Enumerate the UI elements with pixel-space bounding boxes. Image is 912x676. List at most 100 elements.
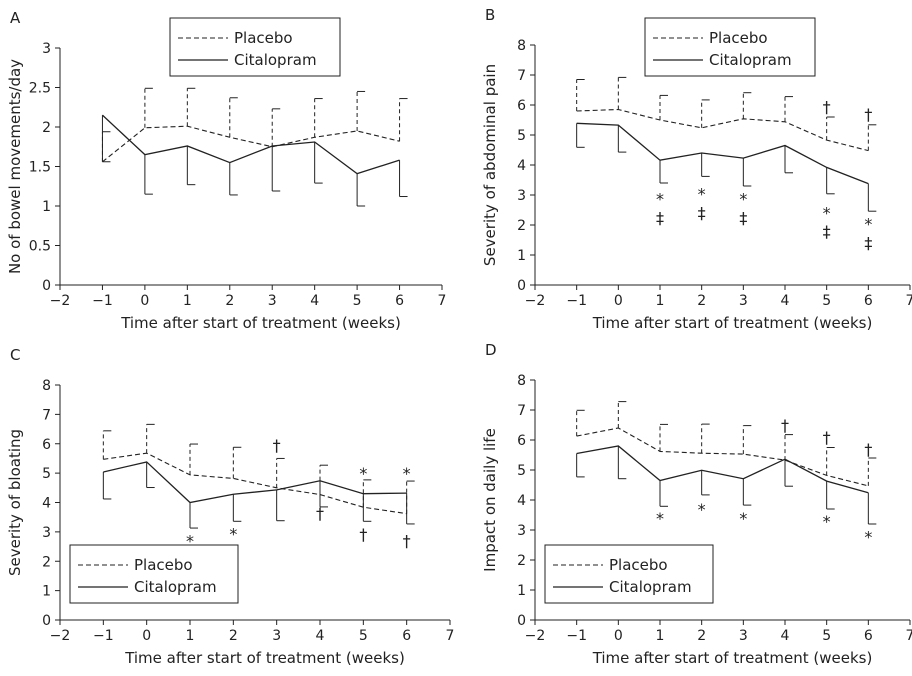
series-line	[102, 125, 400, 163]
significance-mark: †	[359, 525, 367, 544]
legend-label: Placebo	[234, 29, 293, 47]
significance-mark: *	[359, 464, 367, 483]
x-axis-title: Time after start of treatment (weeks)	[120, 314, 401, 332]
x-axis-title: Time after start of treatment (weeks)	[592, 314, 873, 332]
x-tick-label: −1	[566, 293, 587, 309]
x-tick-label: −1	[93, 628, 114, 644]
panel-d: D −2 −1 0 1 2 3 4 5 6 7 0 1 2 3 4 5 6 7 8 Time after start o…	[481, 341, 912, 667]
y-tick-label: 6	[517, 433, 526, 449]
series-citalopram	[576, 122, 877, 212]
legend: Placebo Citalopram	[544, 544, 714, 604]
x-tick-label: 5	[353, 293, 362, 309]
x-tick-label: 4	[310, 293, 319, 309]
series-citalopram	[101, 114, 408, 207]
x-tick-label: 1	[186, 628, 195, 644]
y-tick-label: 2.5	[29, 81, 51, 97]
x-tick-label: 0	[142, 628, 151, 644]
series-placebo	[101, 87, 408, 163]
x-tick-label: 6	[864, 293, 873, 309]
panel-letter: B	[485, 6, 495, 24]
x-tick-label: 6	[395, 293, 404, 309]
y-tick-label: 3	[42, 525, 51, 541]
y-tick-label: 6	[517, 98, 526, 114]
y-tick-label: 0	[42, 613, 51, 629]
series-citalopram	[576, 445, 877, 525]
y-tick-label: 2	[517, 553, 526, 569]
x-tick-label: 7	[438, 293, 447, 309]
x-tick-label: 6	[402, 628, 411, 644]
y-tick-label: 5	[517, 463, 526, 479]
y-tick-label: 7	[517, 68, 526, 84]
y-tick-label: 1.5	[29, 160, 51, 176]
significance-mark: *	[656, 190, 664, 209]
x-tick-label: −2	[525, 293, 546, 309]
series-placebo	[576, 401, 877, 487]
panel-a: A −2 −1 0 1 2 3 4 5 6 7 0 0.5 1 1.5 2 2.5 3 Time after sta…	[6, 9, 446, 332]
significance-mark: †	[823, 428, 831, 447]
significance-mark: †	[316, 504, 324, 523]
x-tick-label: 4	[781, 293, 790, 309]
legend-label: Citalopram	[609, 578, 692, 596]
series-citalopram	[102, 461, 415, 529]
x-axis-title: Time after start of treatment (weeks)	[592, 649, 873, 667]
legend-label: Citalopram	[709, 51, 792, 69]
significance-mark: ‡	[698, 203, 706, 222]
x-tick-label: 4	[316, 628, 325, 644]
x-tick-label: 6	[864, 628, 873, 644]
x-tick-label: −2	[50, 628, 71, 644]
x-tick-label: 2	[697, 293, 706, 309]
y-axis-title: Severity of abdominal pain	[481, 64, 499, 266]
x-tick-label: −1	[92, 293, 113, 309]
x-tick-label: 1	[656, 293, 665, 309]
significance-mark: †	[864, 440, 872, 459]
legend-label: Placebo	[709, 29, 768, 47]
y-tick-label: 5	[517, 128, 526, 144]
panel-letter: C	[10, 346, 20, 364]
x-tick-label: 2	[229, 628, 238, 644]
significance-mark: ‡	[864, 233, 872, 252]
x-tick-label: 0	[140, 293, 149, 309]
x-tick-label: 2	[225, 293, 234, 309]
x-tick-label: −2	[525, 628, 546, 644]
significance-mark: †	[403, 532, 411, 551]
y-tick-label: 1	[42, 584, 51, 600]
y-tick-label: 0	[517, 613, 526, 629]
x-tick-label: 3	[739, 293, 748, 309]
y-axis-title: Impact on daily life	[481, 428, 499, 572]
x-tick-label: −1	[566, 628, 587, 644]
y-tick-label: 0	[517, 278, 526, 294]
y-tick-label: 2	[517, 218, 526, 234]
significance-mark: *	[823, 203, 831, 222]
y-tick-label: 2	[42, 554, 51, 570]
series-line	[576, 445, 869, 494]
significance-mark: ‡	[823, 222, 831, 241]
significance-mark: †	[781, 416, 789, 435]
legend-label: Placebo	[134, 556, 193, 574]
significance-mark: †	[864, 105, 872, 124]
series-line	[103, 452, 407, 515]
y-tick-label: 7	[42, 407, 51, 423]
significance-mark: *	[823, 512, 831, 531]
significance-mark: *	[698, 500, 706, 519]
y-tick-label: 4	[517, 493, 526, 509]
legend-box	[544, 544, 714, 604]
panel-b: B −2 −1 0 1 2 3 4 5 6 7 0 1 2 3 4 5 6 7 8 Time after start o…	[481, 6, 912, 332]
x-tick-label: 5	[359, 628, 368, 644]
y-tick-label: 3	[517, 188, 526, 204]
series-line	[103, 461, 407, 504]
series-line	[576, 108, 869, 152]
series-line	[576, 427, 869, 487]
series-placebo	[576, 76, 877, 152]
y-tick-label: 8	[517, 38, 526, 54]
legend-box	[169, 17, 341, 77]
y-tick-label: 0	[42, 278, 51, 294]
legend-box	[644, 17, 816, 77]
series-line	[102, 114, 400, 175]
x-tick-label: 1	[656, 628, 665, 644]
x-tick-label: 3	[268, 293, 277, 309]
significance-mark: ‡	[739, 209, 747, 228]
y-tick-label: 1	[517, 583, 526, 599]
significance-mark: *	[186, 532, 194, 551]
y-tick-label: 1	[42, 199, 51, 215]
